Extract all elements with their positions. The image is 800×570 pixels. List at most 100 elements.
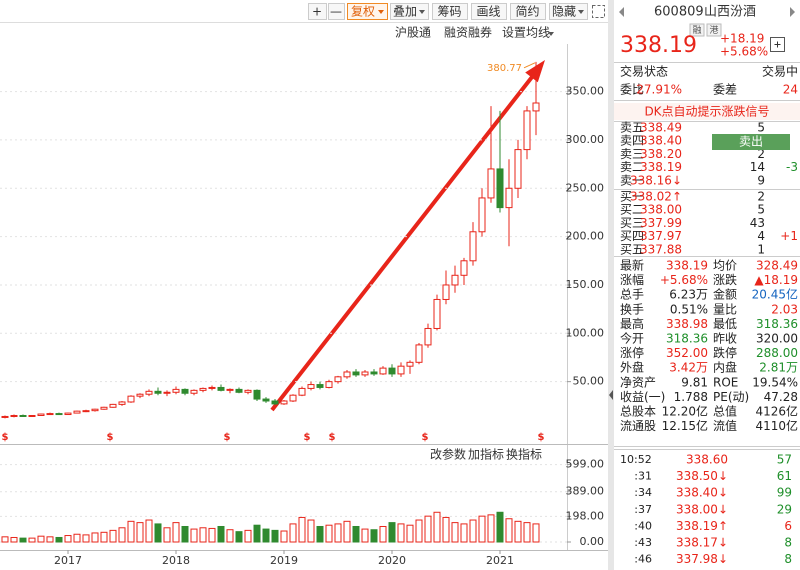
book-price: 338.00	[640, 203, 682, 217]
chart-link[interactable]: 融资融券	[444, 25, 492, 40]
dividend-mark: $	[224, 432, 231, 443]
indicator-tool[interactable]: 加指标	[468, 447, 504, 462]
toolbar-label[interactable]: +	[312, 5, 322, 19]
prev-stock[interactable]	[619, 7, 624, 17]
stat-value: 318.36	[666, 332, 708, 346]
candle-body	[379, 367, 387, 375]
y-tick-label: 100.00	[566, 326, 605, 339]
candle-body	[271, 400, 279, 405]
toolbar-button[interactable]	[471, 3, 507, 20]
toolbar-label[interactable]: 简约	[515, 4, 539, 19]
trade-price: 338.19↑	[676, 519, 728, 533]
stat-value: 20.45亿	[752, 287, 798, 302]
badge	[689, 23, 705, 37]
volume-bar	[181, 525, 189, 543]
volume-bar	[370, 529, 378, 543]
toolbar-button[interactable]	[347, 3, 388, 20]
toolbar-label[interactable]: 隐藏	[552, 5, 576, 19]
dropdown-icon	[548, 32, 554, 36]
trade-time: :34	[634, 486, 652, 499]
book-volume: 43	[750, 216, 765, 230]
sell-button-label[interactable]: 卖出	[739, 135, 763, 149]
trade-time: :43	[634, 536, 652, 549]
stat-value: ▲18.19	[754, 273, 798, 287]
volume-bar	[298, 516, 306, 543]
indicator-tool[interactable]: 改参数	[430, 447, 466, 462]
candle-body	[109, 403, 117, 408]
volume-bar	[487, 514, 495, 543]
toolbar-button[interactable]	[390, 3, 429, 20]
last-price: 338.19	[620, 33, 697, 58]
toolbar-button[interactable]	[510, 3, 546, 20]
stat-label: 内盘	[713, 360, 737, 375]
volume-bar	[118, 527, 126, 543]
stat-value: 338.98	[666, 317, 708, 331]
book-label: 卖三	[620, 147, 644, 161]
toolbar-label[interactable]: 复权	[351, 5, 375, 19]
indicator-tool[interactable]: 换指标	[506, 447, 542, 462]
toolbar-label[interactable]: 叠加	[393, 5, 417, 19]
y-tick-label: 0.00	[580, 535, 605, 548]
badge-label: 融	[692, 25, 701, 36]
candle-body	[460, 260, 468, 276]
toolbar-label[interactable]: —	[330, 5, 342, 19]
stat-value: 352.00	[666, 346, 708, 360]
volume-bar	[10, 536, 18, 543]
book-price: 338.02↑	[630, 190, 682, 204]
book-label: 买五	[620, 242, 644, 256]
stat-label: 昨收	[713, 332, 737, 346]
trade-price: 338.40↓	[676, 486, 728, 500]
volume-bar	[361, 528, 369, 543]
candle-body	[397, 365, 405, 375]
toolbar-button[interactable]	[549, 3, 588, 20]
toolbar-button[interactable]	[328, 3, 345, 20]
volume-bar	[397, 523, 405, 543]
stat-label: 今开	[620, 331, 644, 346]
volume-bar	[523, 522, 531, 543]
trade-price: 337.98↓	[676, 552, 728, 566]
row-value: 24	[783, 83, 798, 97]
candle-body	[442, 284, 450, 300]
stat-label: 涨跌	[713, 272, 737, 287]
chart-link[interactable]: 沪股通	[395, 26, 431, 40]
collapse-strip[interactable]	[608, 0, 614, 570]
volume-bar	[262, 528, 270, 543]
stat-value: 4110亿	[755, 418, 798, 433]
volume-bar	[496, 511, 504, 543]
candle-body	[127, 395, 135, 403]
collapse-icon[interactable]	[609, 390, 613, 400]
book-price: 337.88	[640, 242, 682, 256]
book-label: 买一	[620, 190, 644, 204]
toolbar-label[interactable]: 筹码	[437, 5, 461, 19]
x-tick-label: 2017	[54, 554, 82, 567]
volume-bar	[469, 519, 477, 543]
candle-body	[46, 413, 54, 416]
y-tick-label: 389.00	[566, 485, 605, 498]
stat-label: 流值	[713, 418, 737, 433]
volume-bar	[64, 535, 72, 543]
stat-value: 6.23万	[669, 288, 708, 302]
signal-link[interactable]: DK点自动提示涨跌信号	[644, 104, 769, 119]
candle-body	[154, 390, 162, 394]
volume-bar	[289, 523, 297, 543]
candle-body	[406, 361, 414, 367]
chart-link[interactable]: 设置均线	[502, 26, 550, 40]
y-tick-label: 50.00	[573, 375, 605, 388]
toolbar-label[interactable]: 画线	[476, 5, 500, 19]
candle-body	[352, 371, 360, 376]
sell-button[interactable]	[712, 134, 790, 150]
next-stock[interactable]	[790, 7, 795, 17]
stat-value: 2.81万	[759, 361, 798, 375]
book-volume: 14	[750, 160, 765, 174]
stat-value: 12.15亿	[662, 418, 708, 433]
volume-bar	[379, 525, 387, 543]
candle-body	[181, 388, 189, 394]
candle-body	[496, 168, 504, 209]
trade-time: :31	[634, 470, 652, 483]
expand-icon[interactable]	[592, 5, 605, 18]
book-label: 卖一	[620, 173, 644, 187]
toolbar-button[interactable]	[308, 3, 327, 20]
book-price: 338.19	[640, 160, 682, 174]
toolbar-button[interactable]	[432, 3, 468, 20]
